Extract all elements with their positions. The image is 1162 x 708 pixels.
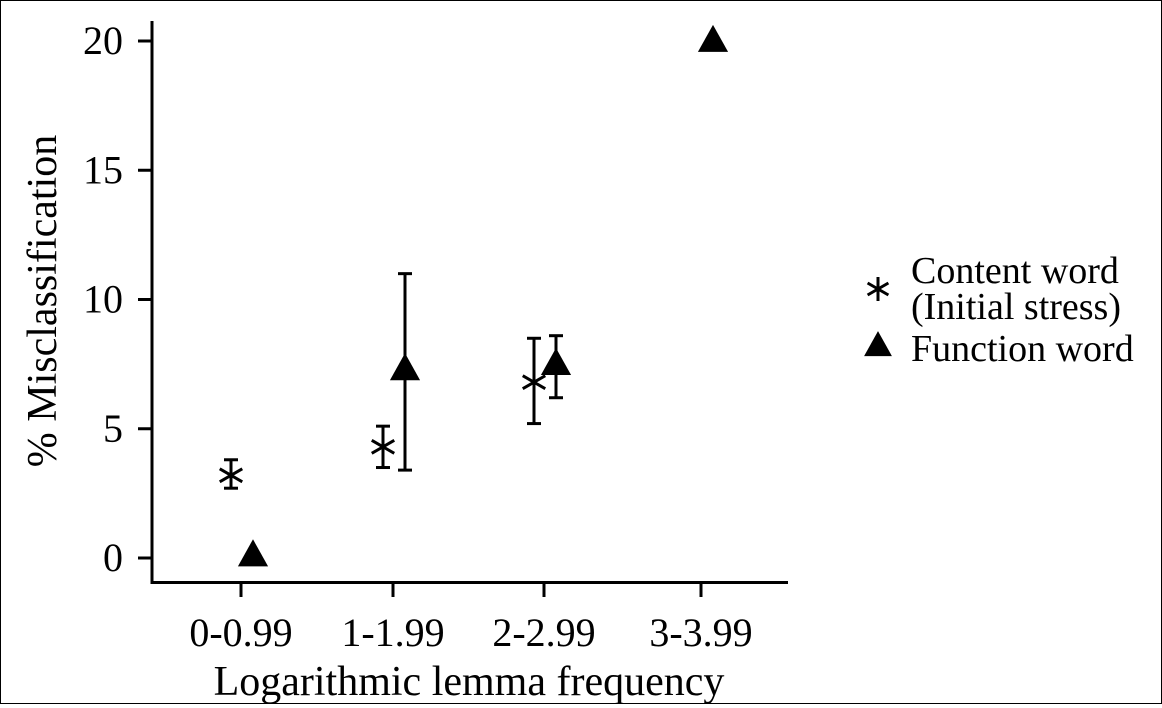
legend-label: Function word (911, 328, 1134, 370)
function-word-point (697, 24, 729, 52)
data-marks (218, 24, 729, 567)
x-axis-title: Logarithmic lemma frequency (214, 659, 725, 703)
legend-item: Content word(Initial stress) (866, 250, 1121, 328)
function-word-point (540, 348, 572, 376)
legend: Content word(Initial stress)Function wor… (864, 250, 1134, 370)
legend-label: (Initial stress) (911, 286, 1121, 328)
y-axis-title: % Misclassification (20, 135, 66, 467)
x-ticks: 0-0.99 1-1.99 2-2.99 3-3.99 (189, 582, 753, 655)
x-tick-label: 0-0.99 (189, 610, 292, 655)
y-tick-label: 5 (103, 406, 123, 451)
legend-triangle-icon (864, 331, 892, 357)
x-tick-label: 3-3.99 (649, 610, 752, 655)
x-tick-label: 2-2.99 (492, 610, 595, 655)
y-ticks: 0 5 10 15 20 (83, 18, 152, 580)
content-word-point (370, 433, 396, 460)
y-tick-label: 10 (83, 277, 123, 322)
legend-item: Function word (864, 328, 1134, 370)
y-tick-label: 20 (83, 18, 123, 63)
error-bars (224, 272, 563, 490)
y-tick-label: 0 (103, 535, 123, 580)
function-word-point (389, 353, 421, 381)
function-word-point (237, 539, 269, 567)
x-tick-label: 1-1.99 (341, 610, 444, 655)
legend-label: Content word (911, 250, 1119, 292)
legend-asterisk-icon (866, 277, 890, 301)
axes (150, 21, 788, 584)
content-word-point (218, 462, 244, 489)
content-word-point (521, 369, 547, 396)
y-tick-label: 15 (83, 147, 123, 192)
